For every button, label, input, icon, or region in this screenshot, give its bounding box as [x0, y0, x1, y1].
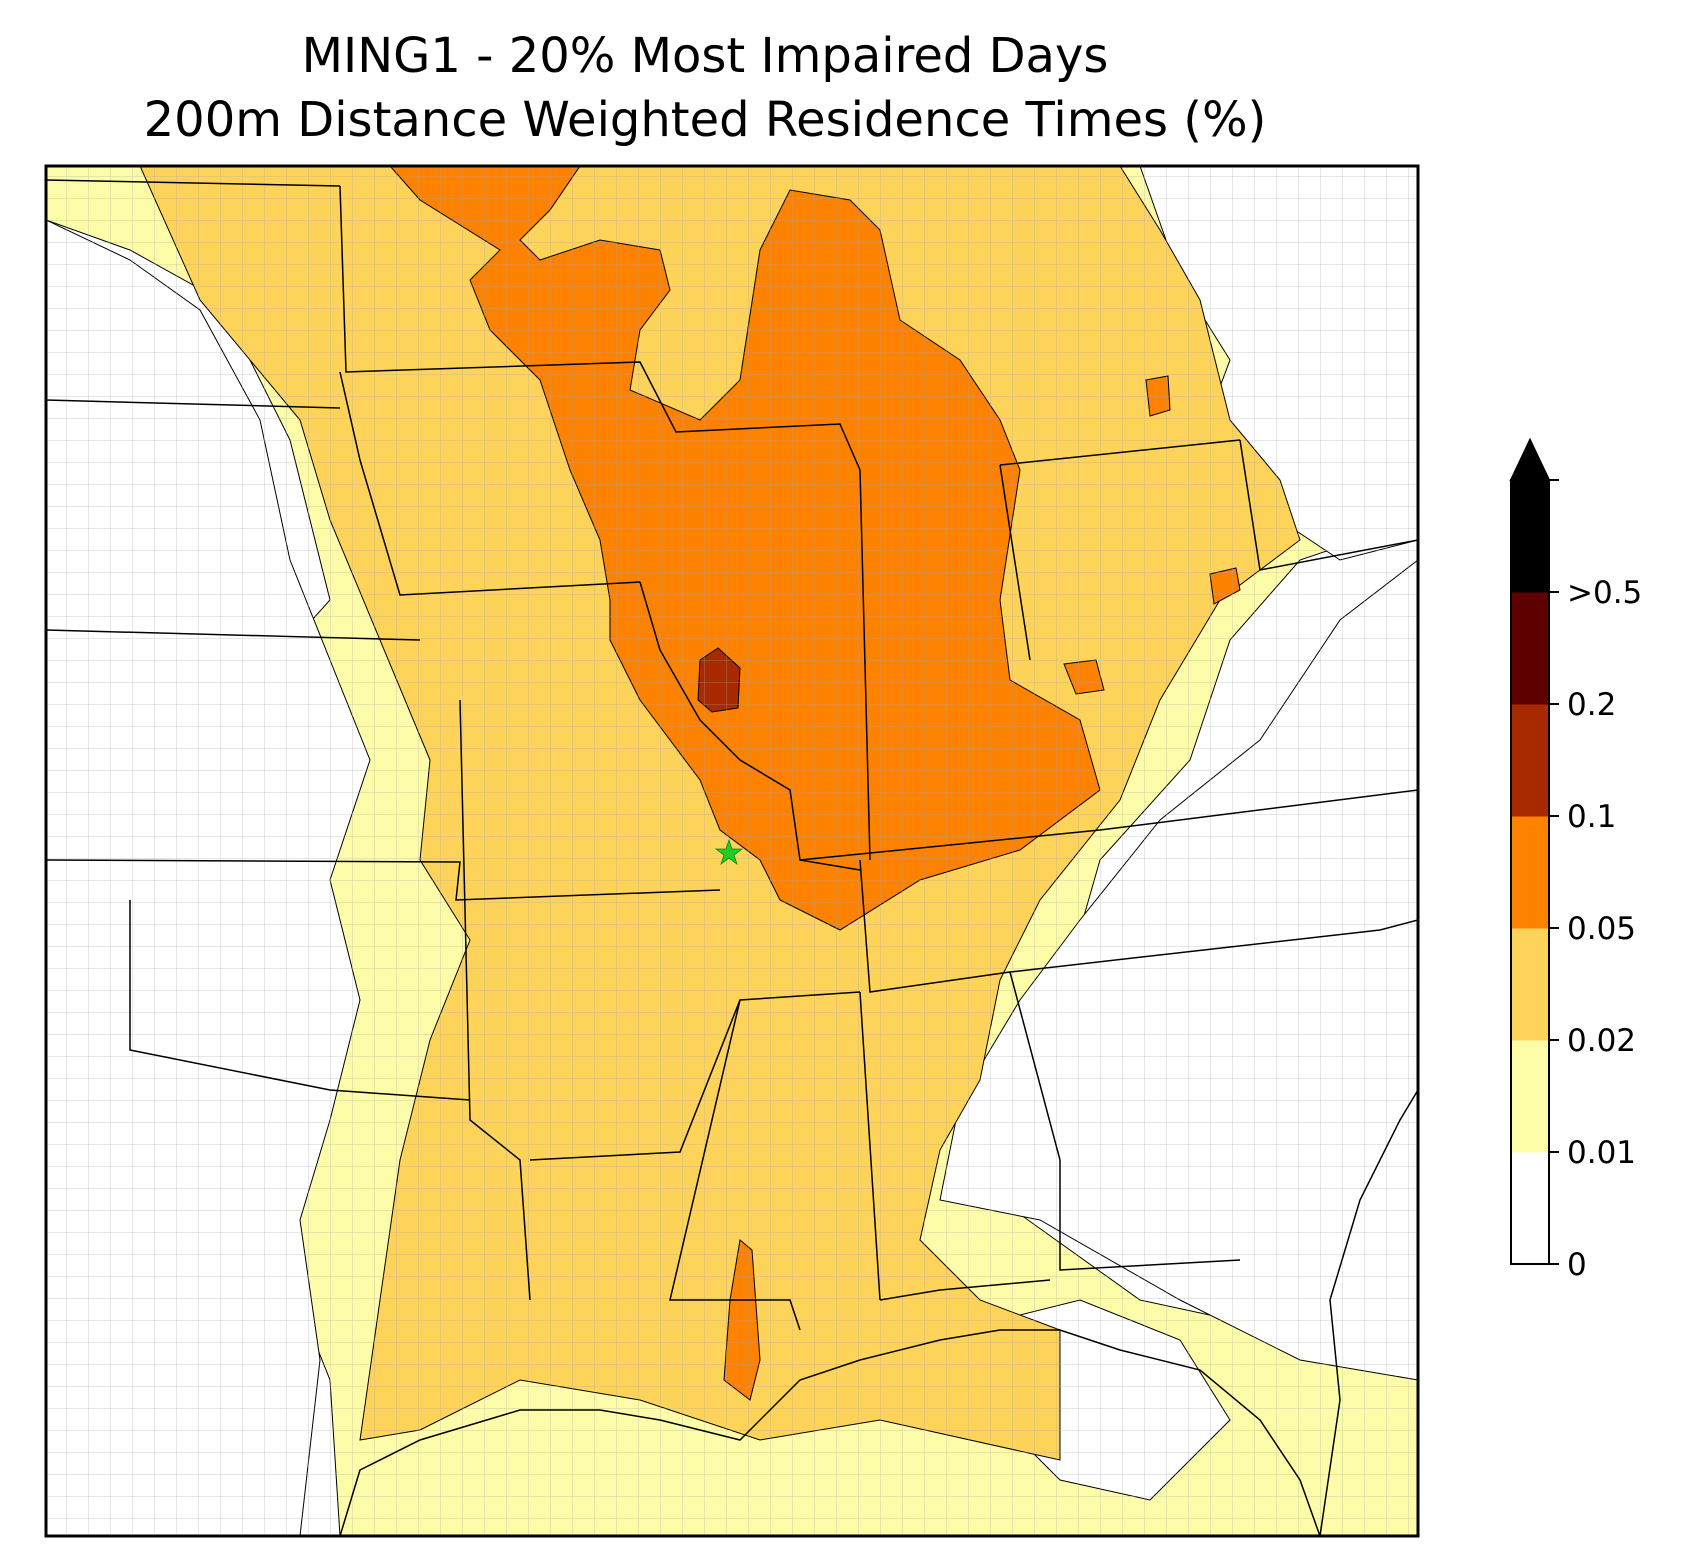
colorbar-frame — [1510, 479, 1550, 1265]
colorbar-swatch-2 — [1511, 928, 1549, 1041]
colorbar-ticks: 0 0.01 0.02 0.05 0.1 0.2 >0.5 — [1549, 479, 1642, 1283]
state-boundaries — [46, 179, 1418, 1331]
colorbar-tick-label-3: 0.05 — [1567, 911, 1636, 947]
colorbar-swatch-3 — [1511, 816, 1549, 929]
colorbar-tick-label-4: 0.1 — [1567, 799, 1616, 835]
colorbar-swatches — [1511, 480, 1549, 1265]
colorbar-extend-arrow — [1509, 437, 1551, 481]
colorbar-tick-label-5: 0.2 — [1567, 687, 1616, 723]
colorbar-tick-label-2: 0.02 — [1567, 1023, 1636, 1059]
colorbar-tick-label-6: >0.5 — [1567, 575, 1642, 611]
map-body — [46, 166, 1418, 1536]
colorbar-swatch-4 — [1511, 704, 1549, 817]
map-title-line-1: MING1 - 20% Most Impaired Days — [301, 28, 1109, 84]
atlantic-coastline — [1319, 1089, 1418, 1536]
map-title-line-2: 200m Distance Weighted Residence Times (… — [143, 92, 1267, 148]
colorbar-swatch-1 — [1511, 1040, 1549, 1153]
colorbar-swatch-6 — [1511, 480, 1549, 593]
map-frame — [44, 164, 1420, 1538]
colorbar-swatch-5 — [1511, 592, 1549, 705]
gulf-coastline — [339, 1329, 1321, 1536]
site-marker-star — [714, 838, 744, 866]
colorbar-tick-label-0: 0 — [1567, 1247, 1587, 1283]
colorbar-tick-label-1: 0.01 — [1567, 1135, 1636, 1171]
colorbar-swatch-0 — [1511, 1152, 1549, 1265]
